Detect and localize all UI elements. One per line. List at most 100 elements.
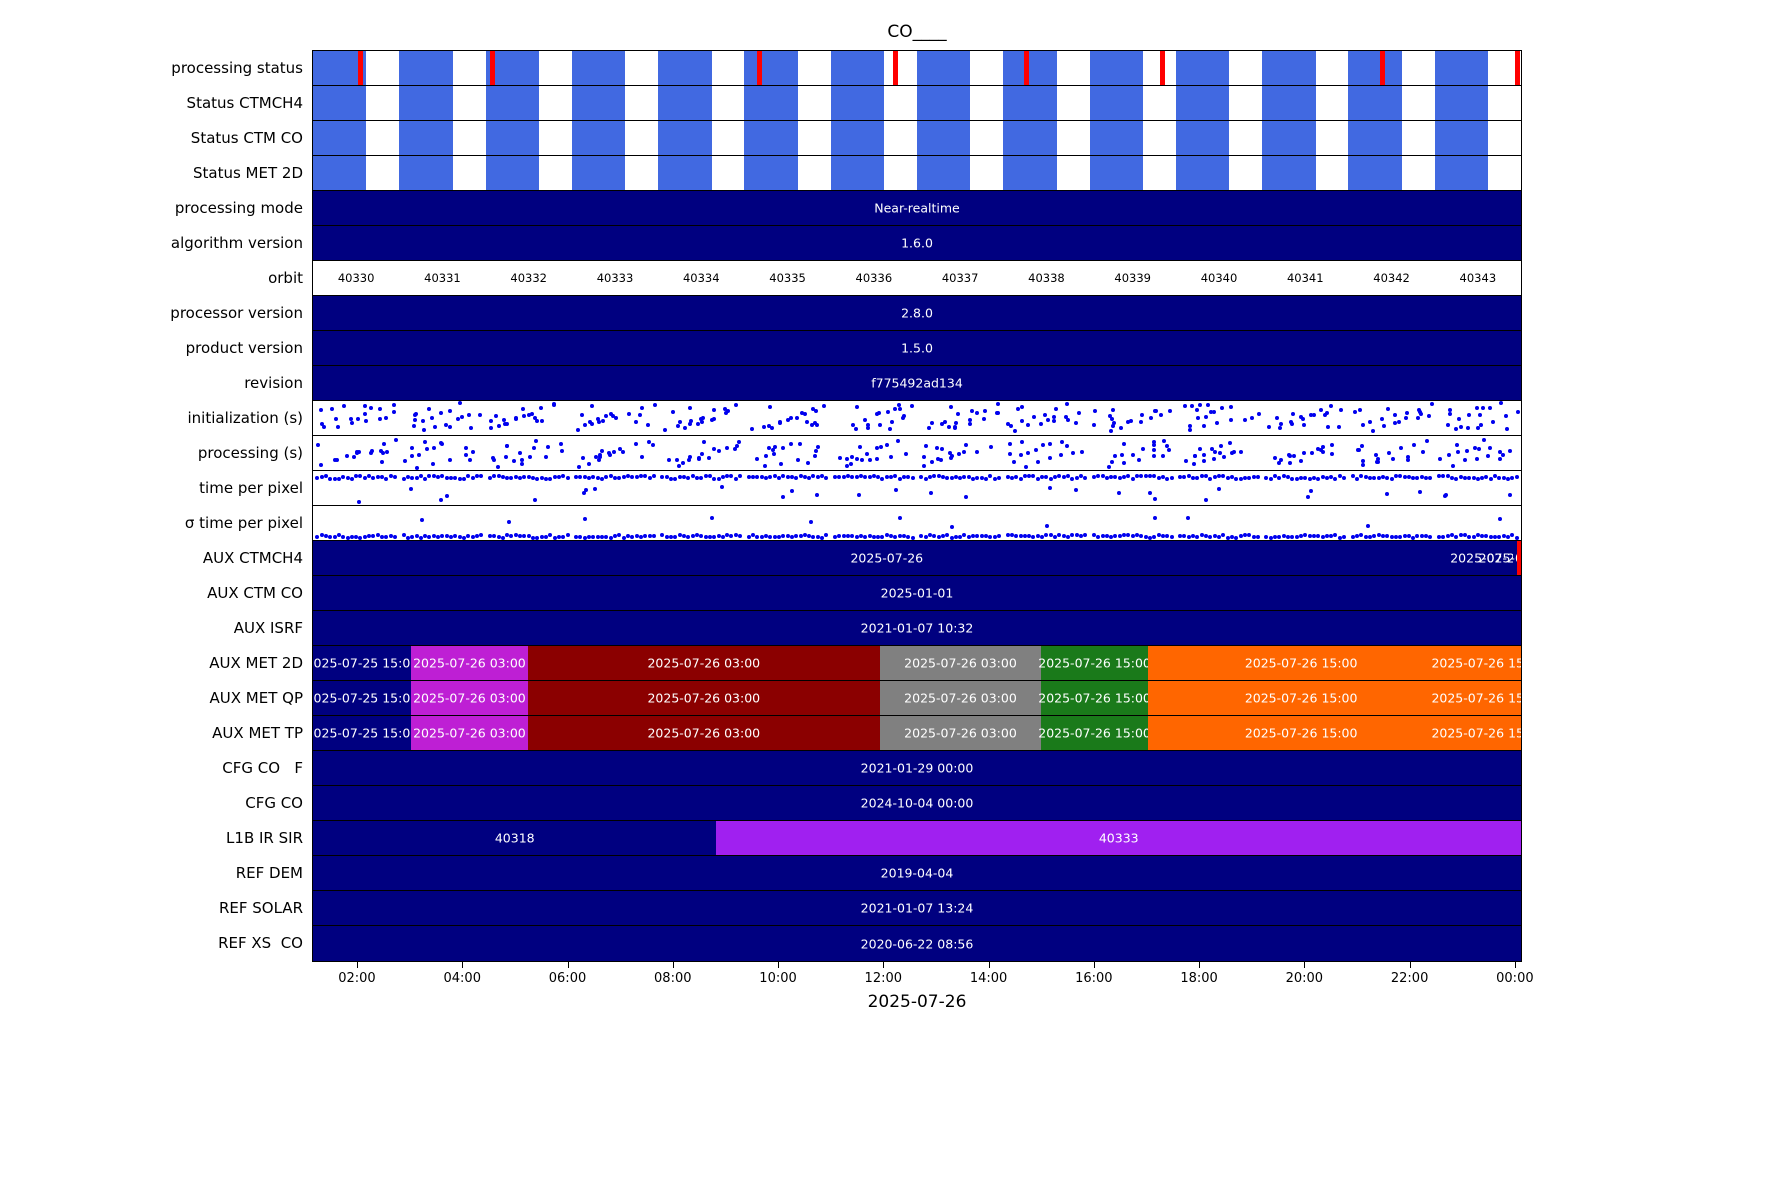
data-point [813, 409, 818, 414]
data-point [1355, 534, 1360, 539]
data-point [733, 447, 738, 452]
data-point [786, 418, 791, 423]
x-tick [1409, 962, 1411, 968]
data-point [1455, 450, 1460, 455]
data-point [1290, 412, 1295, 417]
data-point [1294, 476, 1299, 481]
data-point [427, 407, 432, 412]
data-point [1184, 459, 1189, 464]
segment-navy [313, 541, 1461, 575]
data-point [1217, 474, 1221, 479]
data-point [582, 516, 587, 521]
data-point [543, 535, 548, 540]
data-point [587, 476, 592, 481]
orbit-number: 40340 [1200, 271, 1238, 285]
data-point [1272, 456, 1277, 461]
orbit-status-block [830, 51, 885, 85]
data-point [464, 446, 469, 451]
data-point [1100, 533, 1105, 538]
segment-darkred [528, 716, 880, 750]
data-point [722, 406, 727, 411]
data-point [1290, 534, 1295, 539]
data-point [371, 476, 376, 481]
data-point [1249, 416, 1254, 421]
data-point [1311, 534, 1316, 539]
data-point [1027, 534, 1032, 538]
data-point [1204, 415, 1209, 420]
data-point [439, 498, 444, 503]
data-point [755, 474, 760, 479]
data-point [710, 418, 714, 423]
data-point [630, 534, 635, 539]
data-point [381, 451, 386, 456]
data-point [716, 533, 721, 538]
data-point [957, 452, 962, 457]
data-point [1060, 439, 1065, 444]
data-point [711, 408, 716, 413]
data-point [1065, 401, 1070, 406]
data-point [724, 446, 729, 451]
data-point [1307, 476, 1312, 481]
data-point [433, 424, 438, 429]
orbit-status-block [1089, 156, 1144, 190]
x-tick [462, 962, 464, 968]
data-point [1140, 412, 1145, 417]
x-axis-date-label: 2025-07-26 [867, 992, 967, 1012]
data-point [507, 519, 512, 524]
data-point [950, 524, 955, 529]
data-point [785, 534, 790, 539]
data-point [1206, 402, 1211, 407]
data-point [804, 420, 809, 425]
data-point [1360, 458, 1365, 463]
data-point [633, 420, 638, 425]
data-point [336, 476, 341, 481]
data-point [1152, 409, 1157, 414]
data-point [1047, 486, 1052, 491]
data-point [811, 535, 816, 540]
data-point [1311, 475, 1316, 480]
data-point [939, 458, 944, 463]
orbit-number: 40338 [1028, 271, 1065, 285]
data-point [1044, 475, 1049, 480]
data-point [896, 403, 901, 408]
segment-navy [313, 226, 1521, 260]
data-point [1363, 534, 1368, 539]
data-point [556, 535, 561, 540]
data-point [1501, 534, 1506, 539]
data-point [479, 474, 484, 479]
data-point [607, 453, 612, 458]
data-point [436, 535, 441, 540]
data-point [1411, 475, 1416, 480]
data-point [405, 474, 410, 479]
data-point [1255, 534, 1260, 539]
data-point [1325, 411, 1330, 416]
data-point [854, 404, 859, 409]
data-point [341, 474, 346, 479]
data-point [858, 473, 863, 478]
data-point [1238, 450, 1243, 455]
x-tick [1093, 962, 1095, 968]
data-point [1474, 406, 1479, 411]
row-label-aux-ctmch4: AUX CTMCH4 [202, 549, 303, 567]
row-label-time-per-pixel: σ time per pixel [184, 514, 303, 532]
x-tick-label: 16:00 [1075, 971, 1113, 986]
data-point [349, 476, 354, 481]
data-point [1213, 449, 1218, 454]
orbit-number: 40337 [941, 271, 979, 285]
row-label-cfg-co: CFG CO [245, 794, 303, 812]
data-point [703, 474, 708, 479]
data-point [1419, 474, 1424, 479]
row-aux-met-2d: 2025-07-25 15:00 2025-07-26 03:00 2025-07-… [313, 646, 1521, 681]
data-point [1096, 473, 1101, 478]
orbit-status-block [1434, 86, 1489, 120]
data-point [315, 534, 320, 539]
data-point [444, 533, 449, 538]
data-point [609, 412, 614, 417]
data-point [940, 474, 945, 479]
data-point [1007, 441, 1012, 446]
data-point [487, 533, 492, 538]
segment-magenta [410, 716, 529, 750]
orbit-status-block [485, 156, 540, 190]
data-point [583, 423, 588, 428]
data-point [806, 461, 811, 466]
